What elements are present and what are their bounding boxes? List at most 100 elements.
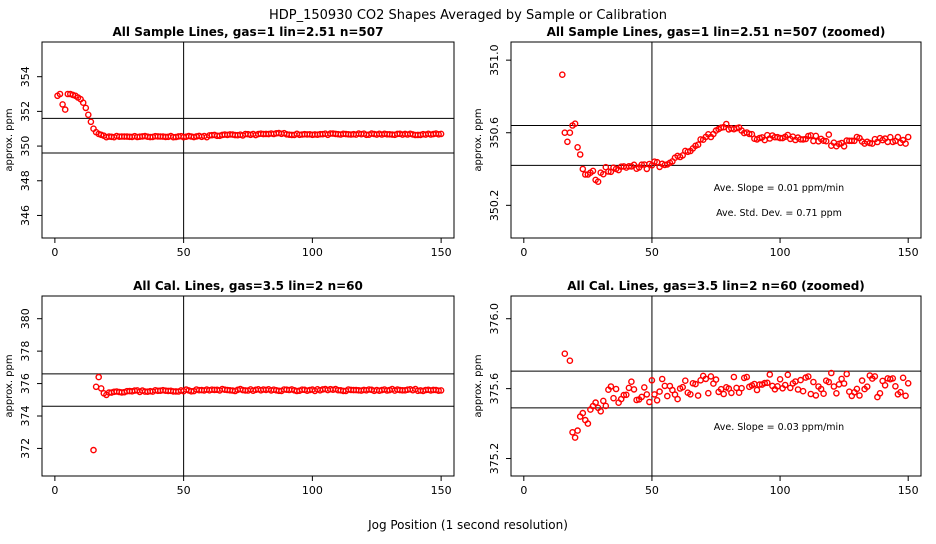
- y-axis-label: approx. ppm: [4, 354, 15, 417]
- data-point: [848, 137, 856, 145]
- data-point: [723, 120, 730, 128]
- data-point: [835, 381, 843, 388]
- data-point: [687, 390, 694, 398]
- x-tick-label: 100: [302, 246, 323, 259]
- data-point: [781, 381, 789, 389]
- data-point: [559, 71, 566, 78]
- data-point: [571, 434, 579, 441]
- data-point: [664, 392, 671, 400]
- data-point: [833, 389, 840, 397]
- y-tick-label: 375.6: [488, 373, 501, 405]
- data-point: [720, 390, 728, 398]
- data-point: [605, 168, 612, 175]
- y-tick-label: 380: [19, 308, 32, 329]
- y-tick-label: 346: [19, 205, 32, 226]
- data-point: [638, 161, 646, 168]
- y-tick-label: 350.2: [488, 190, 501, 222]
- y-axis-label: approx. ppm: [473, 108, 484, 171]
- x-tick-label: 150: [431, 484, 452, 497]
- data-point: [638, 393, 646, 401]
- data-point: [623, 391, 630, 399]
- plot-frame: [510, 295, 922, 477]
- data-point: [743, 373, 751, 381]
- data-point: [597, 407, 605, 415]
- data-point: [776, 375, 784, 383]
- chart-panel-sample-full: All Sample Lines, gas=1 lin=2.51 n=507 0 5…: [4, 25, 455, 259]
- data-point: [894, 133, 902, 141]
- data-point: [694, 141, 702, 148]
- data-point: [82, 104, 90, 112]
- y-axis-label: approx. ppm: [4, 108, 15, 171]
- x-tick-label: 0: [520, 484, 527, 497]
- y-tick-label: 352: [19, 101, 32, 122]
- x-tick-label: 150: [898, 484, 919, 497]
- data-point: [899, 374, 907, 382]
- data-point: [902, 140, 909, 147]
- data-point: [825, 378, 833, 386]
- data-point: [435, 130, 442, 138]
- data-point: [764, 379, 771, 387]
- data-point: [651, 158, 658, 165]
- chart-panel-sample-zoomed: All Sample Lines, gas=1 lin=2.51 n=507 (…: [473, 25, 922, 259]
- data-point: [692, 380, 699, 388]
- data-point: [579, 409, 587, 417]
- data-point: [812, 132, 820, 140]
- y-axis-label: approx. ppm: [473, 354, 484, 417]
- data-point: [679, 383, 687, 391]
- data-point: [641, 384, 648, 391]
- x-tick-label: 50: [645, 484, 659, 497]
- data-point: [856, 392, 863, 399]
- data-point: [646, 398, 653, 406]
- data-point: [651, 391, 658, 398]
- data-point: [612, 385, 620, 393]
- annotation-text: Ave. Slope = 0.03 ppm/min: [714, 422, 844, 433]
- data-point: [437, 387, 445, 394]
- data-point: [738, 384, 745, 392]
- chart-panel-cal-zoomed: All Cal. Lines, gas=3.5 lin=2 n=60 (zoom…: [473, 279, 922, 497]
- chart-title: All Sample Lines, gas=1 lin=2.51 n=507 (…: [547, 25, 886, 39]
- data-point: [843, 370, 851, 378]
- y-tick-label: 351.0: [488, 44, 501, 76]
- data-point: [628, 378, 635, 386]
- data-point: [610, 394, 617, 402]
- y-tick-label: 348: [19, 170, 32, 191]
- x-tick-label: 0: [520, 246, 527, 259]
- plot-frame: [41, 41, 455, 239]
- data-point: [717, 124, 725, 131]
- y-tick-label: 374: [19, 406, 32, 427]
- plot-frame: [41, 295, 455, 477]
- data-point: [437, 130, 445, 138]
- data-point: [643, 165, 651, 173]
- data-point: [892, 382, 899, 390]
- data-point: [799, 387, 807, 395]
- x-axis-label: Jog Position (1 second resolution): [367, 518, 568, 532]
- y-tick-label: 350.6: [488, 117, 501, 149]
- data-point: [820, 137, 827, 144]
- data-point: [79, 99, 87, 106]
- data-point: [820, 390, 827, 398]
- x-tick-label: 150: [431, 246, 452, 259]
- data-point: [707, 373, 715, 380]
- data-point: [87, 118, 95, 126]
- y-tick-label: 375.2: [488, 443, 501, 475]
- data-point: [600, 170, 607, 178]
- data-point: [904, 133, 912, 141]
- data-point: [620, 391, 628, 399]
- data-point: [630, 386, 638, 393]
- data-point: [728, 389, 735, 397]
- y-tick-label: 376: [19, 373, 32, 394]
- data-point: [579, 165, 587, 173]
- data-point: [876, 389, 884, 397]
- data-point: [881, 381, 889, 389]
- x-tick-label: 100: [770, 484, 791, 497]
- x-tick-label: 50: [177, 484, 191, 497]
- data-point: [858, 377, 866, 384]
- annotation-text: Ave. Slope = 0.01 ppm/min: [714, 183, 844, 194]
- data-point: [746, 130, 753, 138]
- data-point: [799, 136, 807, 143]
- x-tick-label: 0: [51, 484, 58, 497]
- data-point: [807, 390, 815, 398]
- y-tick-label: 376.0: [488, 303, 501, 335]
- data-point: [566, 129, 574, 136]
- data-point: [902, 392, 909, 400]
